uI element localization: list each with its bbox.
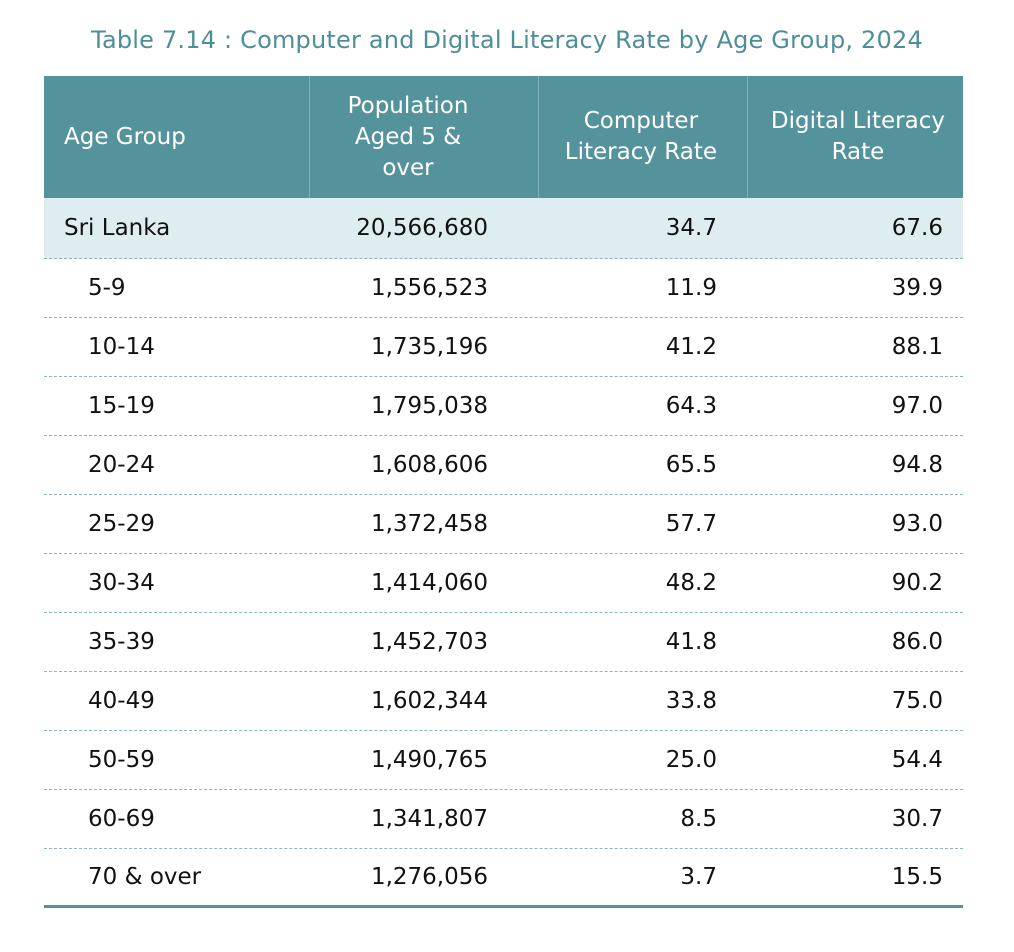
- cell-age-group: 10-14: [88, 334, 155, 360]
- cell-population: 1,341,807: [370, 806, 488, 832]
- table-row: 5-9 1,556,523 11.9 39.9: [44, 259, 963, 318]
- cell-age-group: 25-29: [88, 511, 155, 537]
- cell-age-group: Sri Lanka: [64, 215, 171, 241]
- table-row: 25-29 1,372,458 57.7 93.0: [44, 495, 963, 554]
- cell-population: 1,556,523: [370, 275, 488, 301]
- table-title: Table 7.14 : Computer and Digital Litera…: [91, 26, 923, 54]
- cell-digital-rate: 67.6: [891, 215, 943, 241]
- cell-computer-rate: 33.8: [665, 688, 717, 714]
- cell-digital-rate: 15.5: [891, 864, 943, 890]
- header-digital-literacy: Digital Literacy Rate: [747, 76, 963, 198]
- cell-digital-rate: 86.0: [891, 629, 943, 655]
- table-header: Age Group Population Aged 5 & over Compu…: [44, 76, 963, 198]
- cell-computer-rate: 57.7: [665, 511, 717, 537]
- cell-digital-rate: 75.0: [891, 688, 943, 714]
- cell-age-group: 40-49: [88, 688, 155, 714]
- cell-population: 1,735,196: [370, 334, 488, 360]
- header-digital-line1: Digital Literacy: [770, 108, 945, 134]
- cell-computer-rate: 3.7: [680, 864, 717, 890]
- cell-computer-rate: 8.5: [680, 806, 717, 832]
- table-row: 70 & over 1,276,056 3.7 15.5: [44, 849, 963, 908]
- table-row: 40-49 1,602,344 33.8 75.0: [44, 672, 963, 731]
- cell-computer-rate: 34.7: [665, 215, 717, 241]
- cell-population: 1,276,056: [370, 864, 488, 890]
- cell-population: 1,608,606: [370, 452, 488, 478]
- cell-digital-rate: 93.0: [891, 511, 943, 537]
- literacy-table: Age Group Population Aged 5 & over Compu…: [44, 76, 963, 908]
- cell-population: 1,372,458: [370, 511, 488, 537]
- cell-population: 1,602,344: [370, 688, 488, 714]
- header-population: Population Aged 5 & over: [309, 76, 538, 198]
- table-row: 20-24 1,608,606 65.5 94.8: [44, 436, 963, 495]
- cell-population: 1,795,038: [370, 393, 488, 419]
- cell-population: 1,490,765: [370, 747, 488, 773]
- header-age-group: Age Group: [44, 76, 309, 198]
- cell-digital-rate: 54.4: [891, 747, 943, 773]
- cell-age-group: 15-19: [88, 393, 155, 419]
- cell-computer-rate: 64.3: [665, 393, 717, 419]
- cell-digital-rate: 94.8: [891, 452, 943, 478]
- cell-computer-rate: 65.5: [665, 452, 717, 478]
- table-row: 30-34 1,414,060 48.2 90.2: [44, 554, 963, 613]
- cell-age-group: 30-34: [88, 570, 155, 596]
- cell-computer-rate: 41.8: [665, 629, 717, 655]
- cell-computer-rate: 48.2: [665, 570, 717, 596]
- table-row: 10-14 1,735,196 41.2 88.1: [44, 318, 963, 377]
- cell-digital-rate: 30.7: [891, 806, 943, 832]
- table-row: 35-39 1,452,703 41.8 86.0: [44, 613, 963, 672]
- cell-computer-rate: 25.0: [665, 747, 717, 773]
- table-row: 15-19 1,795,038 64.3 97.0: [44, 377, 963, 436]
- cell-digital-rate: 39.9: [891, 275, 943, 301]
- header-age-group-label: Age Group: [64, 123, 186, 150]
- header-computer-line1: Computer: [583, 108, 699, 134]
- table-row-total: Sri Lanka 20,566,680 34.7 67.6: [44, 198, 963, 259]
- table-row: 60-69 1,341,807 8.5 30.7: [44, 790, 963, 849]
- header-population-line2: Aged 5 & over: [354, 123, 462, 181]
- header-computer-literacy: Computer Literacy Rate: [538, 76, 747, 198]
- cell-age-group: 35-39: [88, 629, 155, 655]
- cell-age-group: 60-69: [88, 806, 155, 832]
- cell-digital-rate: 90.2: [891, 570, 943, 596]
- cell-computer-rate: 41.2: [665, 334, 717, 360]
- cell-computer-rate: 11.9: [665, 275, 717, 301]
- cell-population: 1,452,703: [370, 629, 488, 655]
- cell-age-group: 70 & over: [88, 864, 202, 890]
- cell-digital-rate: 88.1: [891, 334, 943, 360]
- header-population-line1: Population: [347, 92, 469, 119]
- cell-age-group: 50-59: [88, 747, 155, 773]
- cell-population: 20,566,680: [356, 215, 488, 241]
- cell-digital-rate: 97.0: [891, 393, 943, 419]
- cell-population: 1,414,060: [370, 570, 488, 596]
- table-row: 50-59 1,490,765 25.0 54.4: [44, 731, 963, 790]
- cell-age-group: 5-9: [88, 275, 126, 301]
- header-digital-line2: Rate: [831, 139, 885, 165]
- header-computer-line2: Literacy Rate: [564, 139, 717, 165]
- cell-age-group: 20-24: [88, 452, 155, 478]
